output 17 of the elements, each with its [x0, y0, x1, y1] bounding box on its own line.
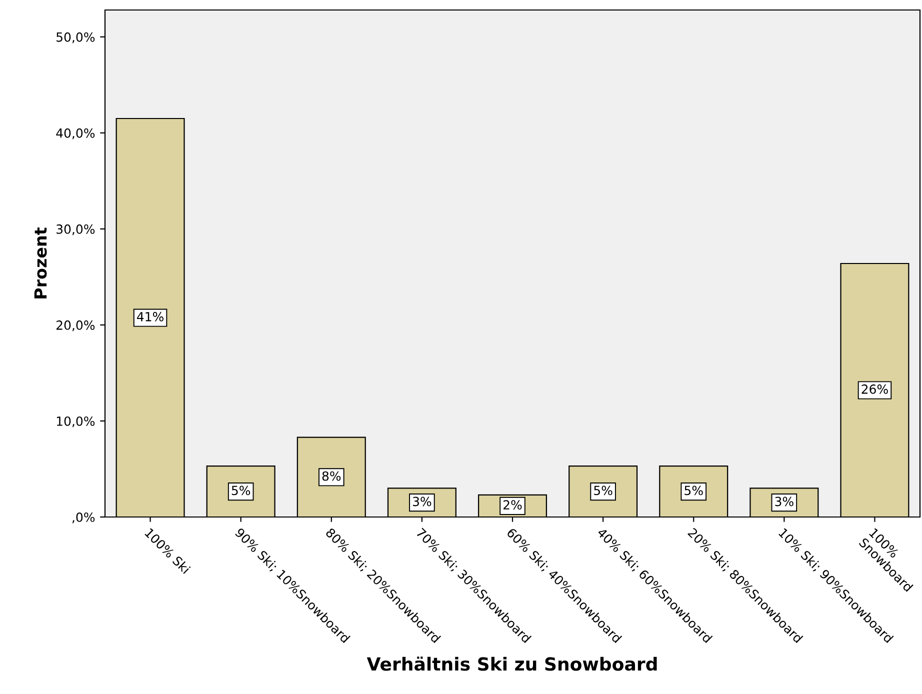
- data-label: 5%: [684, 486, 703, 496]
- data-label: 5%: [232, 486, 250, 496]
- data-label: 3%: [412, 496, 432, 506]
- data-label: 2%: [504, 500, 522, 510]
- data-label: 8%: [322, 471, 341, 481]
- y-tick-label: 30,0%: [56, 224, 95, 236]
- x-axis-title: Verhältnis Ski zu Snowboard: [366, 656, 657, 671]
- y-axis-title: Prozent: [34, 228, 47, 298]
- data-label: 26%: [862, 384, 888, 394]
- y-tick-label: 10,0%: [56, 416, 95, 428]
- data-label: 41%: [136, 312, 164, 322]
- y-tick-label: 40,0%: [56, 128, 95, 140]
- y-tick-label: ,0%: [72, 512, 95, 524]
- data-label: 3%: [775, 496, 794, 506]
- y-tick-label: 20,0%: [56, 320, 95, 332]
- y-tick-label: 50,0%: [56, 32, 95, 44]
- data-label: 5%: [594, 486, 612, 496]
